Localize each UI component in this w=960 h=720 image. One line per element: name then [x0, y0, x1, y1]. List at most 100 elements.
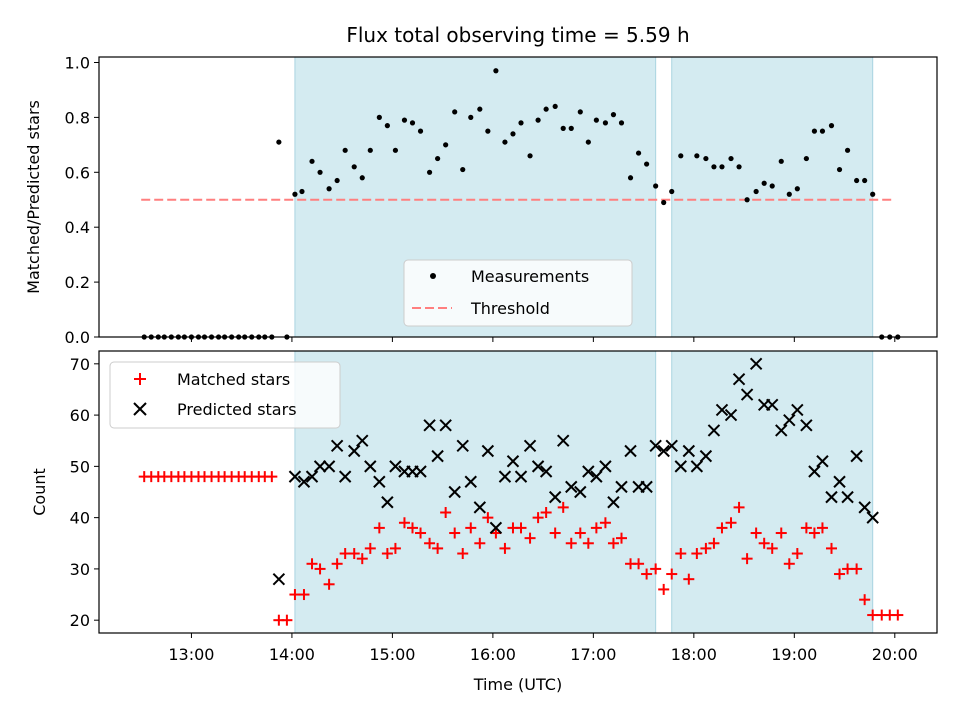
- matched-star-point: [590, 522, 602, 534]
- predicted-star-point: [682, 444, 696, 458]
- matched-star-point: [607, 537, 619, 549]
- matched-star-point: [323, 578, 335, 590]
- predicted-star-point: [423, 419, 436, 432]
- predicted-star-point: [775, 424, 788, 437]
- predicted-star-point: [707, 424, 721, 437]
- predicted-star-point: [657, 444, 670, 458]
- x-tick-label: 15:00: [369, 645, 415, 664]
- measurement-point: [527, 153, 533, 159]
- predicted-star-point: [866, 511, 879, 524]
- measurement-point: [493, 68, 499, 74]
- measurement-point: [778, 158, 784, 164]
- measurement-point: [367, 147, 373, 153]
- count-y-axis-label: Count: [30, 468, 49, 516]
- matched-star-point: [373, 522, 385, 534]
- predicted-star-point: [456, 439, 469, 453]
- x-tick-label: 17:00: [570, 645, 616, 664]
- measurement-point: [560, 125, 566, 131]
- predicted-star-point: [322, 460, 336, 473]
- x-axis-label: Time (UTC): [473, 675, 562, 694]
- predicted-star-point: [715, 403, 729, 417]
- predicted-star-point: [740, 388, 754, 401]
- measurement-point: [292, 191, 298, 197]
- predicted-star-point: [690, 460, 704, 473]
- predicted-star-point: [841, 490, 854, 504]
- measurement-point: [653, 183, 659, 189]
- matched-star-point: [381, 548, 393, 560]
- predicted-star-point: [481, 444, 495, 458]
- predicted-star-point: [640, 480, 653, 494]
- matched-star-point: [331, 558, 343, 570]
- matched-star-point: [540, 507, 552, 519]
- x-tick-label: 13:00: [168, 645, 214, 664]
- measurement-point: [703, 155, 709, 162]
- measurement-point: [577, 109, 583, 115]
- measurement-point: [844, 147, 851, 153]
- matched-star-point: [775, 527, 787, 539]
- measurement-point: [769, 183, 775, 189]
- y-tick-label: 40: [70, 509, 90, 528]
- measurement-point: [392, 147, 399, 153]
- legend-marker-measurements: [430, 273, 436, 279]
- predicted-star-point: [783, 414, 796, 427]
- matched-star-point: [766, 542, 778, 554]
- predicted-star-point: [514, 470, 528, 483]
- measurement-point: [334, 177, 340, 184]
- y-tick-label: 0.2: [65, 273, 90, 292]
- predicted-star-point: [825, 490, 838, 504]
- measurement-point: [585, 139, 591, 145]
- measurement-point: [299, 188, 305, 195]
- ratio-legend: Measurements Threshold: [403, 259, 633, 327]
- predicted-star-point: [364, 460, 377, 473]
- measurement-point: [593, 117, 599, 123]
- predicted-star-point: [599, 460, 612, 473]
- measurement-point: [828, 123, 835, 129]
- measurement-point: [836, 166, 843, 173]
- predicted-star-point: [439, 419, 452, 432]
- observing-interval-2: [671, 56, 874, 338]
- matched-star-point: [691, 548, 703, 560]
- predicted-star-point: [582, 465, 595, 478]
- count-panel-frame: [98, 350, 938, 634]
- matched-star-point: [615, 532, 627, 544]
- matched-star-point: [440, 507, 452, 519]
- matched-star-point: [314, 563, 326, 575]
- predicted-star-point: [590, 470, 603, 483]
- matched-star-point: [658, 583, 670, 595]
- measurement-point: [644, 161, 650, 167]
- matched-star-point: [582, 537, 594, 549]
- matched-star-point: [356, 553, 368, 565]
- y-tick-label: 30: [70, 560, 90, 579]
- x-tick-label: 20:00: [872, 645, 918, 664]
- measurement-point: [543, 106, 549, 112]
- measurement-point: [426, 169, 433, 175]
- measurement-point: [510, 131, 516, 137]
- predicted-star-point: [338, 470, 352, 483]
- chart-title: Flux total observing time = 5.59 h: [346, 23, 689, 47]
- measurement-point: [468, 114, 474, 120]
- measurement-point: [744, 197, 750, 203]
- measurement-point: [276, 139, 282, 145]
- matched-star-point: [816, 522, 828, 534]
- predicted-star-point: [448, 485, 461, 499]
- predicted-star-point: [858, 501, 871, 514]
- measurement-point: [309, 158, 315, 164]
- predicted-star-point: [732, 372, 746, 386]
- matched-star-point: [499, 542, 511, 554]
- predicted-star-point: [506, 455, 520, 468]
- y-tick-label: 0.8: [65, 108, 90, 127]
- matched-star-point: [666, 568, 678, 580]
- measurement-point: [678, 153, 684, 159]
- matched-star-point: [432, 542, 444, 554]
- y-tick-label: 50: [70, 457, 90, 476]
- matched-star-point: [733, 501, 745, 513]
- predicted-star-point: [381, 496, 394, 509]
- measurement-point: [694, 153, 700, 159]
- predicted-star-point: [766, 398, 779, 412]
- count-panel: 20 30 40 50 60 70 13:00 14:00 15:00 16:00 17:00 18…: [30, 350, 938, 694]
- predicted-star-point: [833, 475, 846, 488]
- measurement-point: [477, 106, 483, 112]
- matched-star-point: [892, 609, 904, 621]
- predicted-star-point: [473, 501, 487, 514]
- measurement-point: [669, 188, 675, 195]
